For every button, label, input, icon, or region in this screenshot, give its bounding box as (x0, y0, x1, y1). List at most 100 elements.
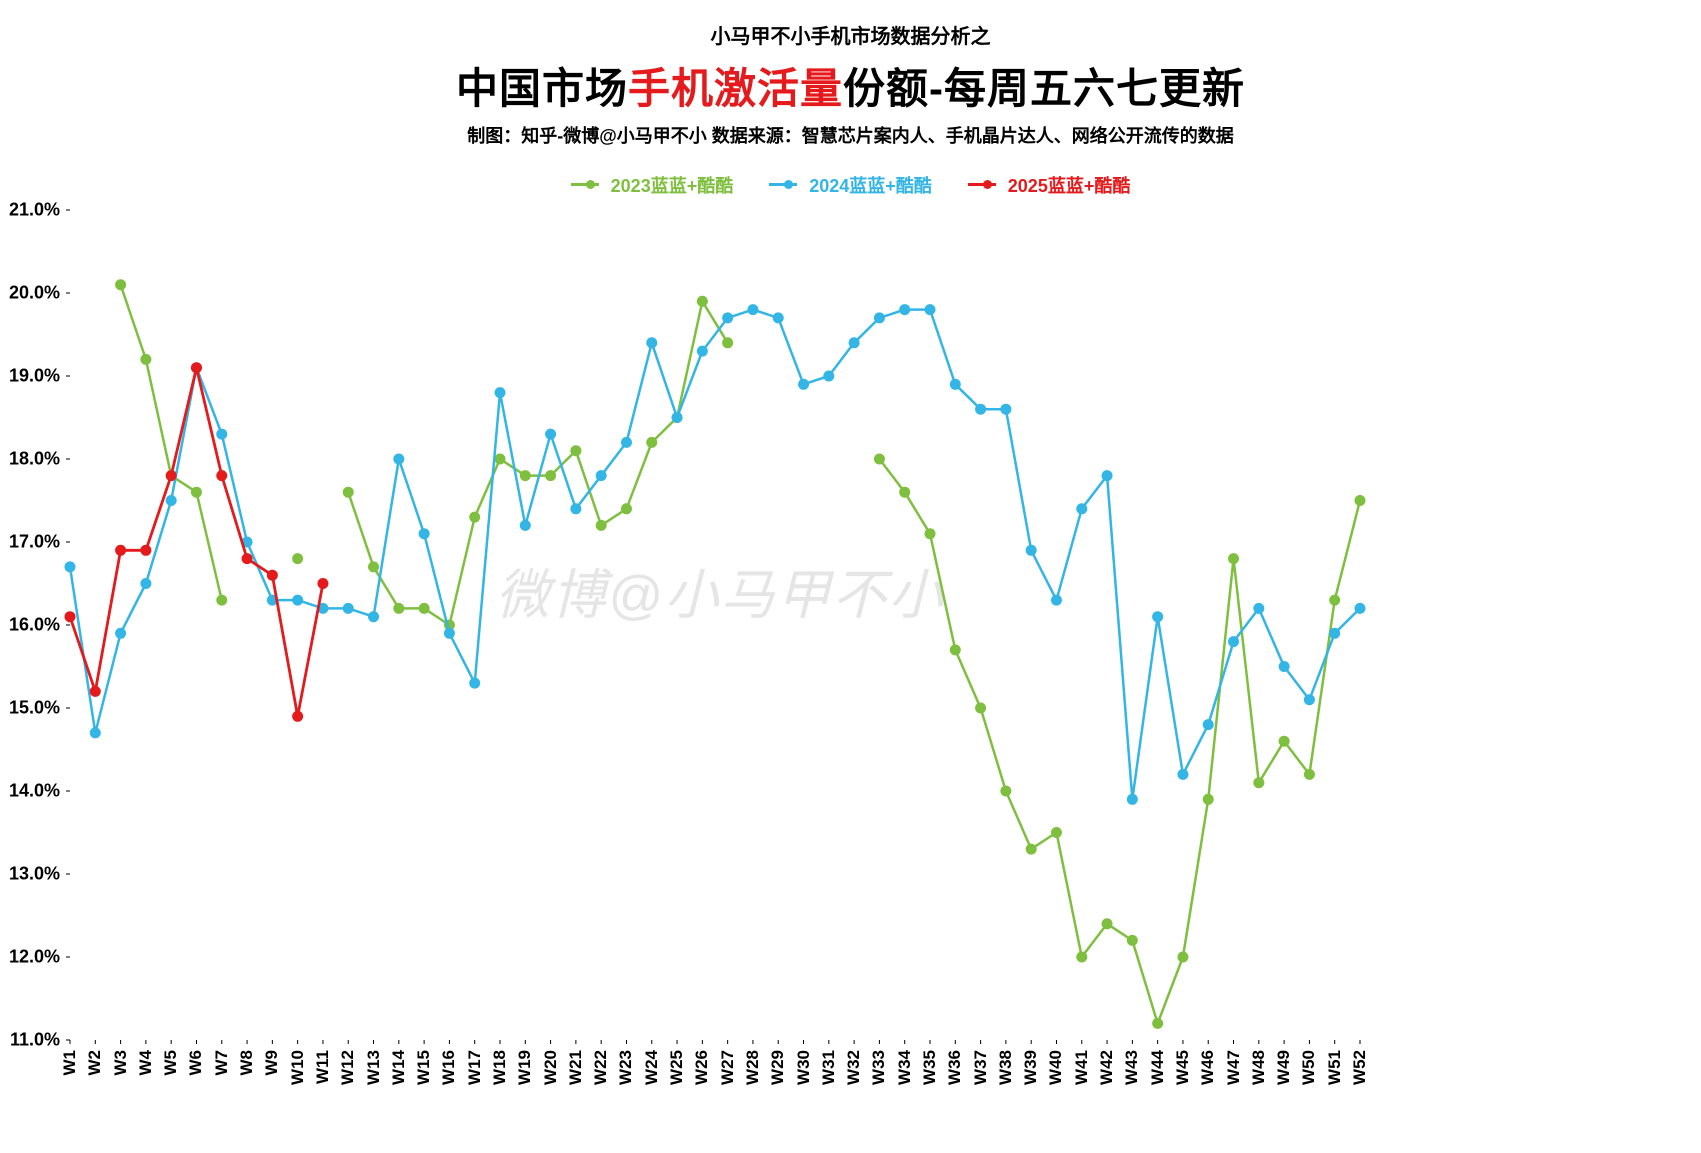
x-tick-label: W27 (718, 1050, 738, 1085)
x-tick-label: W15 (414, 1050, 434, 1085)
series-marker (1229, 637, 1239, 647)
series-marker (950, 645, 960, 655)
series-marker (1304, 769, 1314, 779)
series-marker (1127, 794, 1137, 804)
series-marker (1127, 935, 1137, 945)
series-marker (1203, 794, 1213, 804)
series-line (121, 285, 1360, 1024)
x-tick-label: W33 (869, 1050, 889, 1085)
series-marker (444, 628, 454, 638)
series-marker (1001, 786, 1011, 796)
x-tick-label: W36 (945, 1050, 965, 1085)
x-tick-label: W49 (1274, 1050, 1294, 1085)
series-marker (621, 504, 631, 514)
series-marker (950, 379, 960, 389)
series-marker (1077, 504, 1087, 514)
series-marker (1355, 496, 1365, 506)
series-marker (1254, 603, 1264, 613)
x-tick-label: W31 (819, 1050, 839, 1085)
series-marker (495, 388, 505, 398)
x-tick-label: W19 (515, 1050, 535, 1085)
x-tick-label: W2 (85, 1050, 105, 1076)
x-tick-label: W1 (60, 1050, 80, 1076)
x-tick-label: W4 (136, 1050, 156, 1076)
series-marker (773, 313, 783, 323)
series-marker (419, 603, 429, 613)
y-tick-label: 15.0% (0, 698, 60, 719)
series-marker (1001, 404, 1011, 414)
x-tick-label: W42 (1097, 1050, 1117, 1085)
series-marker (343, 487, 353, 497)
x-tick-label: W11 (313, 1050, 333, 1084)
series-marker (596, 520, 606, 530)
x-tick-label: W20 (541, 1050, 561, 1085)
x-tick-label: W16 (439, 1050, 459, 1085)
y-tick-label: 18.0% (0, 449, 60, 470)
x-tick-label: W17 (465, 1050, 485, 1085)
series-marker (1077, 952, 1087, 962)
x-tick-label: W43 (1122, 1050, 1142, 1085)
series-marker (824, 371, 834, 381)
x-tick-label: W21 (566, 1050, 586, 1085)
series-line (70, 310, 1360, 800)
series-marker (1153, 1018, 1163, 1028)
series-marker (394, 454, 404, 464)
series-marker (976, 703, 986, 713)
y-tick-label: 17.0% (0, 532, 60, 553)
series-marker (1051, 595, 1061, 605)
series-marker (1330, 595, 1340, 605)
series-marker (900, 487, 910, 497)
series-marker (647, 437, 657, 447)
series-marker (65, 562, 75, 572)
series-marker (723, 338, 733, 348)
series-marker (1051, 828, 1061, 838)
series-marker (141, 354, 151, 364)
series-marker (672, 413, 682, 423)
series-marker (1279, 736, 1289, 746)
series-marker (191, 363, 201, 373)
series-marker (369, 562, 379, 572)
x-tick-label: W51 (1325, 1050, 1345, 1085)
series-marker (116, 280, 126, 290)
x-tick-label: W48 (1249, 1050, 1269, 1085)
y-tick-label: 14.0% (0, 781, 60, 802)
series-marker (470, 678, 480, 688)
x-tick-label: W37 (971, 1050, 991, 1085)
series-line (70, 368, 323, 717)
y-tick-label: 11.0% (0, 1030, 60, 1051)
series-marker (1178, 769, 1188, 779)
chart-container: 小马甲不小手机市场数据分析之 中国市场手机激活量份额-每周五六七更新 制图：知乎… (0, 0, 1701, 1153)
series-marker (1254, 778, 1264, 788)
x-tick-label: W14 (389, 1050, 409, 1085)
x-tick-label: W22 (591, 1050, 611, 1085)
x-tick-label: W50 (1299, 1050, 1319, 1085)
series-marker (1153, 612, 1163, 622)
y-tick-label: 19.0% (0, 366, 60, 387)
series-marker (874, 454, 884, 464)
series-marker (976, 404, 986, 414)
x-tick-label: W10 (288, 1050, 308, 1085)
series-marker (166, 496, 176, 506)
x-tick-label: W44 (1148, 1050, 1168, 1085)
series-marker (141, 579, 151, 589)
x-tick-label: W29 (768, 1050, 788, 1085)
x-tick-label: W26 (692, 1050, 712, 1085)
series-marker (1304, 695, 1314, 705)
series-marker (520, 471, 530, 481)
x-tick-label: W9 (262, 1050, 282, 1076)
x-tick-label: W34 (895, 1050, 915, 1085)
series-marker (748, 305, 758, 315)
series-marker (318, 579, 328, 589)
series-marker (217, 471, 227, 481)
x-tick-label: W46 (1198, 1050, 1218, 1085)
x-tick-label: W30 (794, 1050, 814, 1085)
x-tick-label: W18 (490, 1050, 510, 1085)
series-marker (369, 612, 379, 622)
series-marker (723, 313, 733, 323)
series-marker (1203, 720, 1213, 730)
x-tick-label: W40 (1046, 1050, 1066, 1085)
x-tick-label: W32 (844, 1050, 864, 1085)
series-marker (520, 520, 530, 530)
series-marker (141, 545, 151, 555)
series-marker (1026, 545, 1036, 555)
